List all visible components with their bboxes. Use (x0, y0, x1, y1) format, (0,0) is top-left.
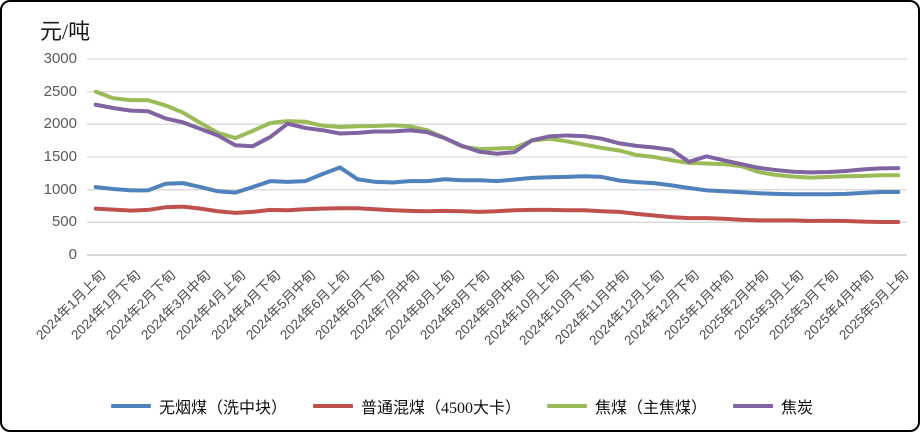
series-line-无烟煤（洗中块） (93, 165, 901, 197)
y-tick-label: 3000 (43, 50, 77, 67)
legend-item-焦炭: 焦炭 (733, 394, 813, 418)
legend-line-swatch (733, 404, 774, 408)
legend-line-swatch (312, 404, 353, 408)
y-tick-label: 0 (68, 246, 77, 263)
y-tick-label: 2500 (43, 82, 77, 100)
y-axis-unit-label: 元/吨 (40, 19, 91, 44)
y-tick-label: 1500 (43, 148, 77, 165)
legend-line-swatch (547, 404, 587, 408)
legend-label: 无烟煤（洗中块） (158, 400, 287, 417)
legend: 无烟煤（洗中块） 普通混煤（4500大卡） 焦煤（主焦煤） 焦炭 (2, 394, 920, 418)
legend-item-无烟煤（洗中块）: 无烟煤（洗中块） (110, 394, 287, 418)
legend-item-普通混煤（4500大卡）: 普通混煤（4500大卡） (312, 394, 521, 418)
series-line-焦煤（主焦煤） (93, 89, 901, 180)
legend-item-焦煤（主焦煤）: 焦煤（主焦煤） (547, 394, 707, 418)
legend-label: 普通混煤（4500大卡） (360, 400, 521, 417)
series-line-焦炭 (93, 102, 901, 175)
y-tick-label: 2000 (43, 115, 77, 133)
legend-label: 焦煤（主焦煤） (595, 400, 708, 417)
legend-label: 焦炭 (781, 400, 814, 417)
y-tick-label: 500 (51, 213, 77, 231)
legend-line-swatch (110, 404, 151, 408)
series-line-普通混煤（4500大卡） (93, 204, 901, 225)
y-tick-label: 1000 (43, 180, 77, 198)
